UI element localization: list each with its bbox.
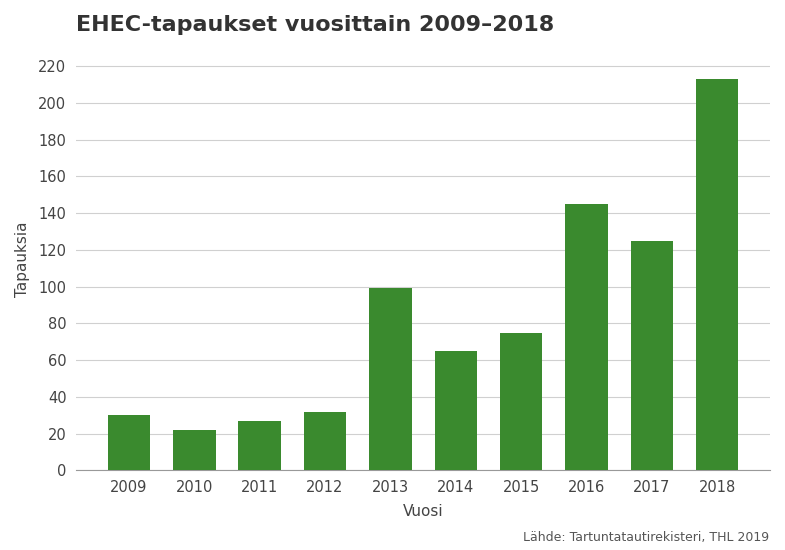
Bar: [435, 351, 477, 470]
Bar: [500, 333, 542, 470]
Y-axis label: Tapauksia: Tapauksia: [15, 221, 30, 297]
Bar: [173, 430, 216, 470]
Bar: [304, 411, 346, 470]
Text: EHEC-tapaukset vuosittain 2009–2018: EHEC-tapaukset vuosittain 2009–2018: [76, 15, 554, 35]
Bar: [630, 241, 673, 470]
Bar: [239, 421, 281, 470]
Bar: [369, 288, 411, 470]
Bar: [565, 204, 608, 470]
Bar: [108, 415, 150, 470]
X-axis label: Vuosi: Vuosi: [403, 503, 444, 519]
Bar: [696, 79, 739, 470]
Text: Lähde: Tartuntatautirekisteri, THL 2019: Lähde: Tartuntatautirekisteri, THL 2019: [523, 531, 769, 544]
